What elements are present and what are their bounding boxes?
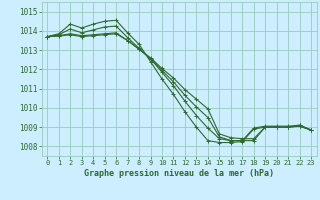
X-axis label: Graphe pression niveau de la mer (hPa): Graphe pression niveau de la mer (hPa) — [84, 169, 274, 178]
